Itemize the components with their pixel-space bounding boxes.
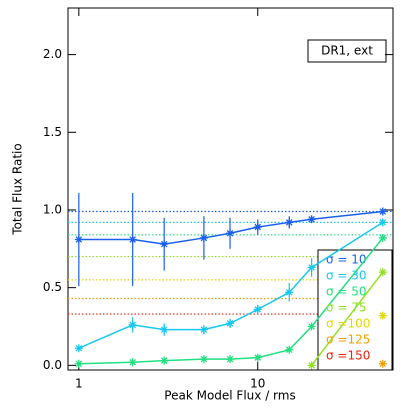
x-tick-label: 10 [250, 377, 265, 391]
x-tick-label: 1 [75, 377, 83, 391]
annotation-box [307, 39, 387, 63]
plot-frame [67, 7, 394, 371]
marker [253, 305, 262, 314]
legend-label: σ =150 [326, 349, 370, 363]
y-tick-label: 1.5 [43, 125, 62, 139]
marker [285, 345, 294, 354]
marker [128, 235, 137, 244]
y-tick-label: 0.5 [43, 280, 62, 294]
marker [378, 311, 387, 320]
marker [378, 207, 387, 216]
legend-label: σ = 75 [326, 301, 367, 315]
legend-label: σ =125 [326, 333, 370, 347]
marker [74, 344, 83, 353]
marker [128, 320, 137, 329]
marker [253, 223, 262, 232]
marker [307, 263, 316, 272]
marker [226, 229, 235, 238]
marker [74, 359, 83, 368]
legend-label: σ = 50 [326, 285, 367, 299]
marker [128, 358, 137, 367]
legend-label: σ =100 [326, 317, 370, 331]
marker [285, 288, 294, 297]
marker [199, 233, 208, 242]
marker [74, 235, 83, 244]
marker [253, 353, 262, 362]
marker [378, 218, 387, 227]
legend-label: σ = 30 [326, 269, 367, 283]
y-tick-label: 0.0 [43, 358, 62, 372]
x-axis-label: Peak Model Flux / rms [164, 389, 295, 403]
series-line [78, 210, 383, 245]
marker [160, 356, 169, 365]
y-tick-label: 1.0 [43, 202, 62, 216]
marker [378, 268, 387, 277]
y-axis-label: Total Flux Ratio [11, 143, 25, 235]
marker [307, 322, 316, 331]
legend-box [317, 249, 393, 371]
marker [378, 359, 387, 368]
marker [199, 355, 208, 364]
marker [285, 218, 294, 227]
marker [307, 215, 316, 224]
y-tick-label: 2.0 [43, 47, 62, 61]
marker [160, 325, 169, 334]
marker [199, 325, 208, 334]
marker [226, 319, 235, 328]
marker [160, 240, 169, 249]
annotation: DR1, ext [321, 44, 373, 58]
legend-label: σ = 10 [326, 253, 367, 267]
series-line [311, 271, 384, 366]
marker [307, 361, 316, 370]
marker [378, 233, 387, 242]
marker [226, 355, 235, 364]
